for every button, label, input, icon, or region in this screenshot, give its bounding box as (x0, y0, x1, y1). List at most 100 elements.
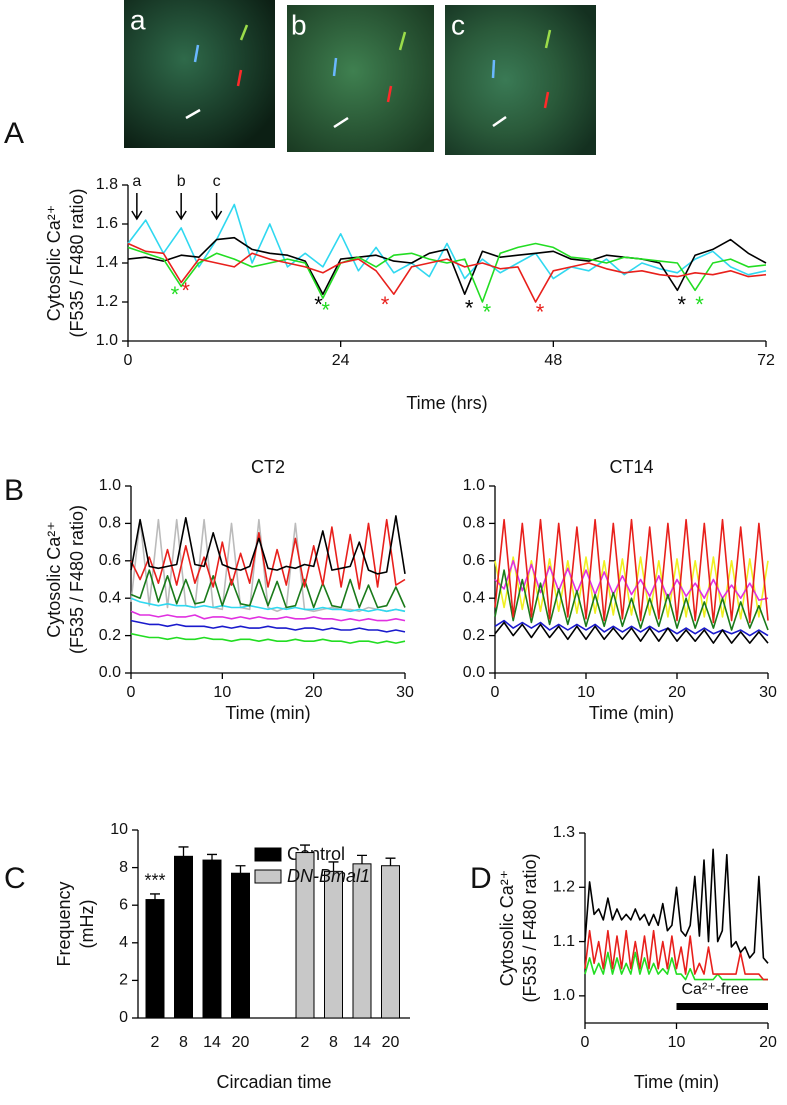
x-tick-label: 8 (329, 1034, 338, 1051)
y-tick-label: 1.2 (553, 879, 575, 896)
annotation: * (483, 300, 492, 325)
panel-letter: C (4, 862, 26, 895)
bar (174, 855, 193, 1019)
annotation: * (181, 278, 190, 303)
y-tick-label: 0.4 (463, 589, 485, 606)
image-label: a (130, 4, 146, 35)
x-tick-label: 20 (305, 684, 323, 701)
image-panels: a b c (124, 0, 596, 155)
y-tick-label: 6 (119, 896, 128, 913)
y-axis-label: Cytosolic Ca²⁺ (44, 205, 64, 322)
x-tick-label: 48 (544, 352, 562, 369)
image-label: b (291, 9, 307, 40)
y-tick-label: 1.2 (96, 293, 118, 310)
y-tick-label: 0.2 (99, 627, 121, 644)
error-bar (178, 846, 189, 857)
y-tick-label: 1.1 (553, 933, 575, 950)
y-axis-label: Cytosolic Ca²⁺ (497, 870, 517, 987)
data-line (130, 515, 406, 575)
y-axis-label: Frequency (54, 881, 74, 966)
x-tick-label: 72 (757, 352, 775, 369)
annotation: *** (144, 871, 165, 891)
y-axis-label: (mHz) (77, 900, 97, 949)
bar (202, 859, 222, 1019)
x-tick-label: 0 (124, 352, 133, 369)
annotation: * (321, 298, 330, 323)
arrow-label: b (177, 173, 186, 190)
x-tick-label: 10 (668, 1034, 686, 1051)
image-label: c (451, 9, 465, 40)
error-bar (207, 853, 217, 861)
error-bar (150, 893, 160, 900)
data-line (130, 518, 406, 613)
image (287, 5, 434, 152)
data-line (494, 518, 769, 624)
x-tick-label: 24 (332, 352, 350, 369)
bar (352, 863, 372, 1019)
y-tick-label: 1.6 (96, 215, 118, 232)
data-line (130, 569, 406, 609)
x-tick-label: 10 (577, 684, 595, 701)
legend-label: DN-Bmal1 (287, 866, 370, 886)
data-line (584, 929, 768, 981)
annotation: * (678, 292, 687, 317)
chart-title: CT2 (251, 457, 285, 477)
image-arrows (185, 24, 552, 129)
y-tick-label: 0.4 (99, 589, 121, 606)
y-tick-label: 0.0 (463, 664, 485, 681)
y-tick-label: 10 (110, 821, 128, 838)
y-tick-label: 1.0 (99, 477, 121, 494)
y-axis-label: (F535 / F480 ratio) (520, 853, 540, 1002)
y-tick-label: 1.0 (96, 332, 118, 349)
y-tick-label: 1.0 (553, 987, 575, 1004)
y-tick-label: 0.6 (463, 552, 485, 569)
y-tick-label: 0.2 (463, 627, 485, 644)
data-line (130, 518, 406, 590)
error-bar (235, 865, 246, 874)
data-line (127, 236, 767, 295)
data-line (130, 632, 406, 644)
x-axis-label: Time (min) (634, 1072, 719, 1092)
x-axis-label: Time (hrs) (406, 393, 487, 413)
data-line (584, 848, 769, 964)
annotation: * (314, 292, 323, 317)
x-axis-label: Circadian time (216, 1072, 331, 1092)
data-line (127, 242, 767, 303)
period-label: Ca²⁺-free (682, 981, 749, 998)
annotation: * (171, 282, 180, 307)
x-tick-label: 2 (301, 1034, 310, 1051)
arrow-label: a (132, 173, 141, 190)
x-tick-label: 0 (491, 684, 500, 701)
y-tick-label: 0.8 (463, 515, 485, 532)
y-tick-label: 0.8 (99, 515, 121, 532)
x-tick-label: 14 (203, 1034, 221, 1051)
data-line (494, 569, 769, 631)
data-line (130, 619, 406, 633)
legend-swatch (254, 869, 282, 884)
data-line (494, 621, 769, 644)
x-tick-label: 20 (668, 684, 686, 701)
annotation: * (695, 292, 704, 317)
data-line (494, 556, 769, 620)
panel-letter: B (4, 474, 24, 507)
error-bar (357, 854, 367, 864)
x-tick-label: 2 (151, 1034, 160, 1051)
data-line (127, 203, 767, 280)
x-tick-label: 30 (759, 684, 777, 701)
x-tick-label: 20 (759, 1034, 777, 1051)
x-tick-label: 0 (581, 1034, 590, 1051)
y-axis-label: (F535 / F480 ratio) (67, 188, 87, 337)
arrow (131, 193, 143, 221)
bar (145, 899, 165, 1019)
y-tick-label: 1.8 (96, 176, 118, 193)
x-tick-label: 14 (353, 1034, 371, 1051)
x-tick-label: 30 (396, 684, 414, 701)
data-line (584, 951, 768, 981)
y-axis-label: (F535 / F480 ratio) (67, 505, 87, 654)
y-tick-label: 0.6 (99, 552, 121, 569)
data-line (127, 242, 767, 303)
image (124, 0, 275, 148)
panel-letter: A (4, 117, 24, 150)
x-axis-label: Time (min) (589, 703, 674, 723)
image (445, 5, 596, 155)
